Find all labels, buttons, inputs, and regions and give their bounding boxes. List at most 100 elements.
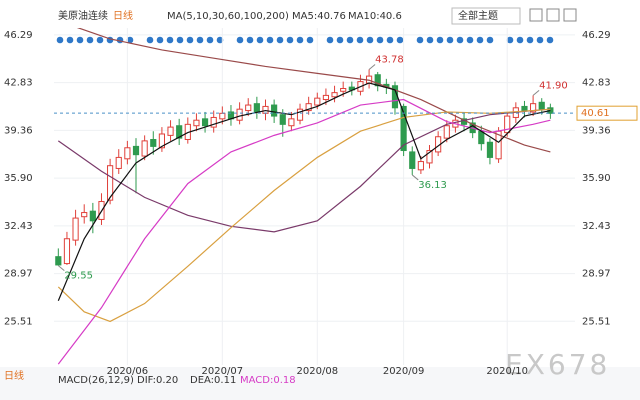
event-dot xyxy=(166,36,174,44)
x-tick-label: 2020/08 xyxy=(297,366,339,377)
event-dot xyxy=(286,36,294,44)
event-dot xyxy=(486,36,494,44)
event-dot xyxy=(506,36,514,44)
candle-body xyxy=(236,108,243,121)
candle-body xyxy=(210,116,217,128)
candle-body xyxy=(150,139,157,147)
ma-line xyxy=(57,108,551,233)
icon[interactable] xyxy=(546,8,560,22)
event-dot xyxy=(396,36,404,44)
theme-button[interactable] xyxy=(451,7,521,25)
y-tick-label: 35.90 xyxy=(582,173,611,184)
candle-body xyxy=(72,217,79,241)
annotation: 43.78 xyxy=(375,54,404,65)
candle-body xyxy=(262,105,269,114)
event-dot xyxy=(156,36,164,44)
event-dot xyxy=(306,36,314,44)
event-dot xyxy=(336,36,344,44)
annotation-leader xyxy=(532,90,540,96)
macd-label: MACD(26,12,9) xyxy=(58,375,134,386)
candle-body xyxy=(538,101,545,110)
candle-body xyxy=(193,119,200,127)
event-dot xyxy=(66,36,74,44)
y-tick-label: 25.51 xyxy=(4,316,33,327)
candle-body xyxy=(107,165,114,201)
candle-body xyxy=(141,140,148,157)
footer-bar xyxy=(0,367,640,400)
event-dot xyxy=(526,36,534,44)
event-dot xyxy=(206,36,214,44)
candle-body xyxy=(132,145,140,156)
event-dot xyxy=(296,36,304,44)
event-dot xyxy=(76,36,84,44)
event-dot xyxy=(276,36,284,44)
x-tick-label: 2020/06 xyxy=(107,366,149,377)
event-dot xyxy=(146,36,154,44)
ma-line xyxy=(57,82,551,302)
event-dot xyxy=(416,36,424,44)
candle-body xyxy=(288,118,295,127)
annotation: 36.13 xyxy=(418,180,447,191)
x-tick-label: 2020/10 xyxy=(486,366,528,377)
event-dot xyxy=(246,36,254,44)
macd-value: MACD:0.18 xyxy=(240,375,296,386)
candle-body xyxy=(409,151,416,169)
watermark: EX678 xyxy=(505,348,610,381)
event-dot xyxy=(376,36,384,44)
candle-body xyxy=(296,108,304,121)
event-dot xyxy=(256,36,264,44)
candle-body xyxy=(400,105,407,152)
annotation-leader xyxy=(57,265,65,272)
plot-area xyxy=(55,28,554,365)
event-dot xyxy=(436,36,444,44)
candle-body xyxy=(305,103,312,112)
candle-body xyxy=(201,118,209,127)
theme-label[interactable]: 全部主题 xyxy=(458,9,498,22)
y-tick-label: 25.51 xyxy=(582,316,611,327)
event-dot xyxy=(446,36,454,44)
last-price-box xyxy=(576,105,638,121)
event-dot xyxy=(196,36,204,44)
candle-body xyxy=(253,103,260,113)
event-dot xyxy=(476,36,484,44)
dea: DEA:0.11 xyxy=(190,375,236,386)
period-selector[interactable]: 日线 xyxy=(113,9,133,22)
y-tick-label: 32.43 xyxy=(582,221,611,232)
event-dot xyxy=(386,36,394,44)
candle-body xyxy=(271,104,278,117)
event-dot xyxy=(266,36,274,44)
event-dot xyxy=(86,36,94,44)
icon[interactable] xyxy=(563,8,577,22)
candle-body xyxy=(331,92,338,98)
last-price-label: 40.61 xyxy=(581,108,610,119)
event-dot xyxy=(236,36,244,44)
event-dot xyxy=(346,36,354,44)
annotation: 41.90 xyxy=(539,80,568,91)
event-dot xyxy=(456,36,464,44)
icon[interactable] xyxy=(529,8,543,22)
event-dot xyxy=(126,36,134,44)
y-tick-label: 28.97 xyxy=(582,269,611,280)
event-dot xyxy=(186,36,194,44)
candle-body xyxy=(417,161,424,171)
event-dot xyxy=(356,36,364,44)
ma5-value: MA5:40.76 xyxy=(292,11,346,22)
ma-line xyxy=(57,98,551,365)
event-dot xyxy=(536,36,544,44)
candle-body xyxy=(340,88,347,92)
y-tick-label: 35.90 xyxy=(4,173,33,184)
candle-body xyxy=(245,104,252,112)
candle-body xyxy=(521,105,528,112)
candle-body xyxy=(443,125,450,139)
candle-body xyxy=(504,115,511,134)
candle-body xyxy=(81,212,88,218)
event-dot xyxy=(426,36,434,44)
ma-line xyxy=(76,28,551,153)
event-dot xyxy=(56,36,64,44)
y-tick-label: 32.43 xyxy=(4,221,33,232)
footer-period[interactable]: 日线 xyxy=(4,369,24,382)
event-dot xyxy=(516,36,524,44)
candle-body xyxy=(279,114,286,125)
